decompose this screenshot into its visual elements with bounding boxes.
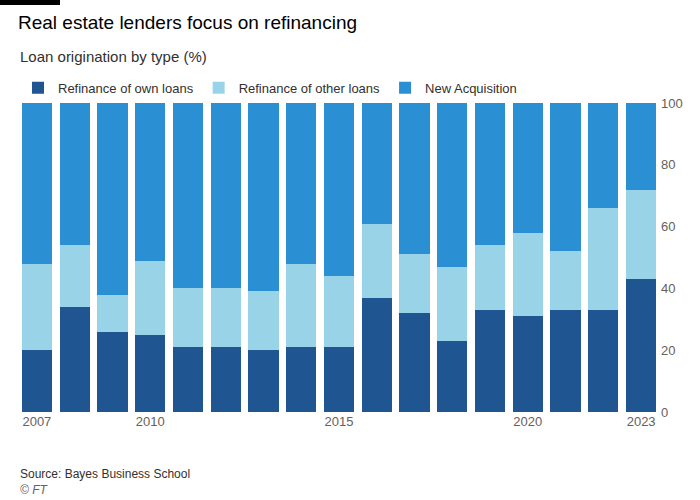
svg-text:Loan origination by type (%): Loan origination by type (%) <box>20 48 207 65</box>
svg-text:Refinance of own loans: Refinance of own loans <box>58 81 194 96</box>
svg-text:20: 20 <box>661 343 675 358</box>
svg-text:Real estate lenders focus on r: Real estate lenders focus on refinancing <box>18 12 357 33</box>
svg-text:60: 60 <box>661 219 675 234</box>
svg-text:Source: Bayes Business School: Source: Bayes Business School <box>20 467 190 481</box>
svg-text:© FT: © FT <box>20 483 49 497</box>
svg-text:40: 40 <box>661 281 675 296</box>
svg-text:100: 100 <box>661 96 683 111</box>
svg-text:2015: 2015 <box>325 414 354 429</box>
svg-text:Refinance of other loans: Refinance of other loans <box>239 81 380 96</box>
svg-text:2023: 2023 <box>627 414 656 429</box>
svg-text:2010: 2010 <box>136 414 165 429</box>
svg-text:New Acquisition: New Acquisition <box>425 81 517 96</box>
svg-text:2020: 2020 <box>513 414 542 429</box>
svg-text:0: 0 <box>661 405 668 420</box>
svg-text:2007: 2007 <box>22 414 51 429</box>
svg-text:80: 80 <box>661 157 675 172</box>
